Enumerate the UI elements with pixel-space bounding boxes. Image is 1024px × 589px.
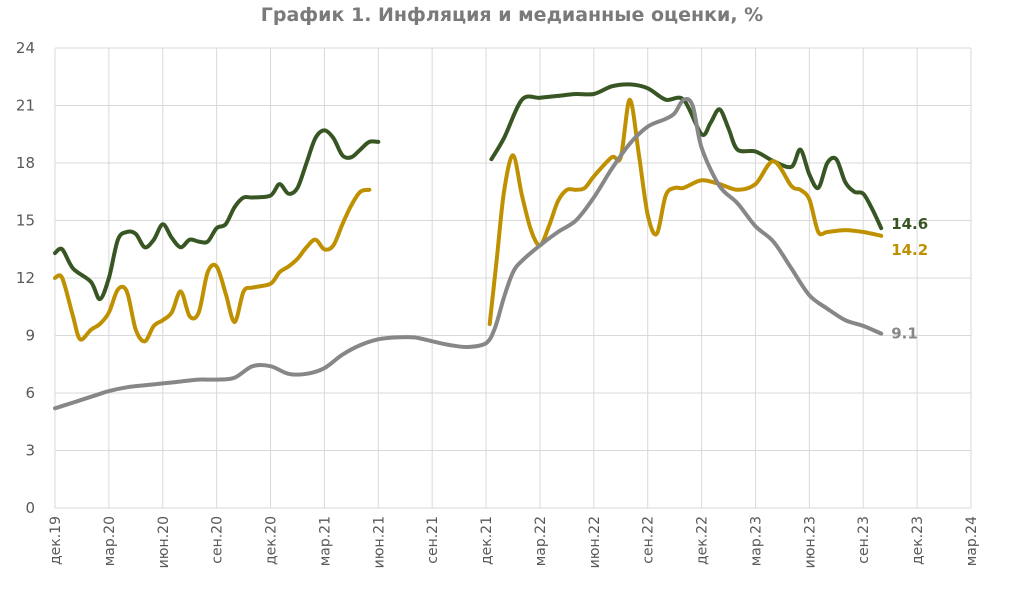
x-tick-label: мар.23	[748, 516, 764, 566]
y-tick-label: 0	[25, 499, 35, 517]
y-tick-label: 24	[16, 39, 35, 57]
x-tick-label: сен.23	[856, 516, 872, 564]
y-tick-label: 21	[16, 97, 35, 115]
x-tick-label: мар.20	[102, 516, 118, 566]
x-tick-label: сен.20	[210, 516, 226, 564]
x-tick-label: мар.24	[964, 516, 980, 566]
series-line-0	[489, 82, 884, 231]
x-tick-label: июн.20	[156, 516, 172, 568]
y-axis-ticks: 0 3 6 9 12 15 18 21 24	[16, 39, 35, 517]
x-tick-label: дек.22	[695, 516, 711, 565]
x-tick-label: июн.21	[371, 516, 387, 568]
y-tick-label: 6	[25, 384, 35, 402]
x-tick-label: июн.23	[802, 516, 818, 568]
x-tick-label: сен.21	[425, 516, 441, 564]
x-tick-label: дек.19	[48, 516, 64, 565]
y-tick-label: 18	[16, 154, 35, 172]
x-tick-label: дек.20	[264, 516, 280, 565]
y-tick-label: 3	[25, 442, 35, 460]
x-tick-label: мар.22	[533, 516, 549, 566]
series-line-1	[53, 187, 372, 344]
series-lines	[53, 82, 884, 411]
chart-title: График 1. Инфляция и медианные оценки, %	[260, 4, 764, 26]
series-line-0	[53, 128, 381, 302]
series-end-label: 14.2	[891, 241, 928, 259]
series-end-label: 9.1	[891, 325, 918, 343]
x-tick-label: сен.22	[641, 516, 657, 564]
x-axis-ticks: дек.19 мар.20 июн.20 сен.20 дек.20 мар.21 июн.…	[48, 516, 980, 568]
end-labels: 14.6 14.2 9.1	[891, 215, 928, 342]
series-line-2	[53, 96, 884, 411]
x-tick-label: дек.21	[479, 516, 495, 565]
y-tick-label: 9	[25, 327, 35, 345]
series-end-label: 14.6	[891, 215, 928, 233]
x-tick-label: дек.23	[910, 516, 926, 565]
x-tick-label: мар.21	[317, 516, 333, 566]
y-tick-label: 15	[16, 212, 35, 230]
series-line-1	[487, 97, 884, 326]
x-tick-label: июн.22	[587, 516, 603, 568]
y-tick-label: 12	[16, 269, 35, 287]
